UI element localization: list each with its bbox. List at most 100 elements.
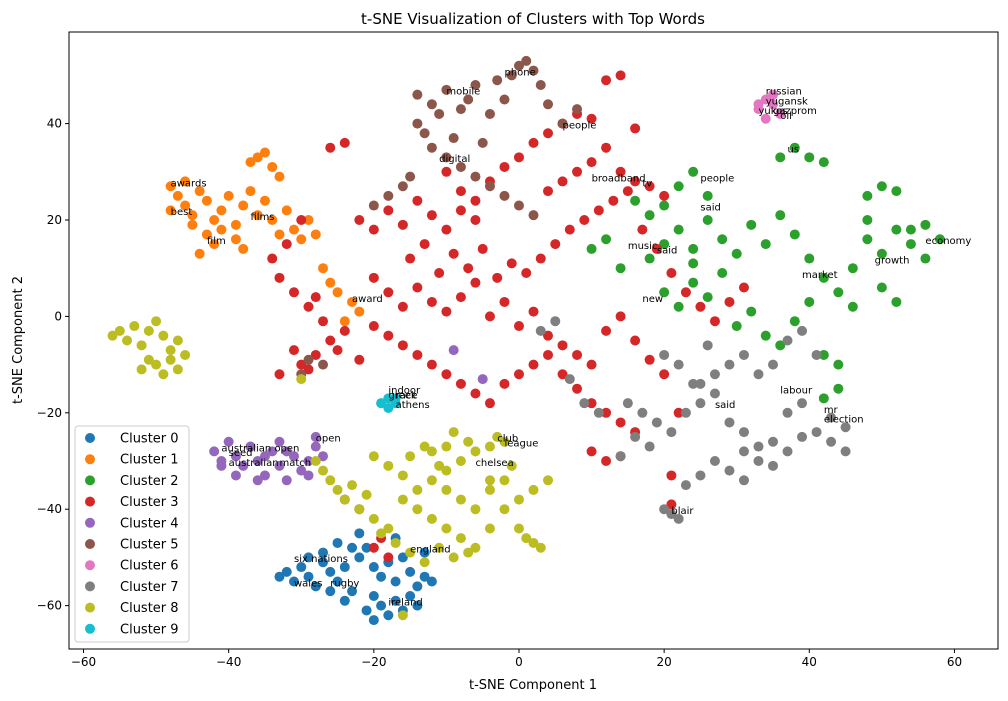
x-tick-label: 0 xyxy=(515,655,523,669)
cluster-7-point xyxy=(738,446,749,457)
legend-label: Cluster 3 xyxy=(120,495,179,510)
cluster-3-point xyxy=(397,219,408,230)
cluster-5-point xyxy=(412,89,423,100)
cluster-2-point xyxy=(862,234,873,245)
cluster-8-point xyxy=(513,494,524,505)
cluster-3-point xyxy=(274,369,285,380)
cluster-7-point xyxy=(782,335,793,346)
x-tick-label: 60 xyxy=(947,655,962,669)
word-annotation: club xyxy=(497,434,518,445)
cluster-3-point xyxy=(441,224,452,235)
cluster-7-point xyxy=(666,427,677,438)
cluster-7-point xyxy=(768,460,779,471)
cluster-8-point xyxy=(136,340,147,351)
cluster-8-point xyxy=(499,475,510,486)
cluster-3-point xyxy=(267,253,278,264)
word-annotation: blair xyxy=(671,506,694,517)
cluster-0-point xyxy=(347,542,358,553)
cluster-5-point xyxy=(506,70,517,81)
cluster-5-point xyxy=(455,104,466,115)
cluster-3-point xyxy=(484,311,495,322)
cluster-4-point xyxy=(252,456,263,467)
cluster-6-point xyxy=(775,108,786,119)
cluster-3-point xyxy=(659,369,670,380)
cluster-2-point xyxy=(818,157,829,168)
cluster-3-point xyxy=(564,224,575,235)
cluster-3-point xyxy=(695,301,706,312)
legend-label: Cluster 0 xyxy=(120,432,179,447)
cluster-8-point xyxy=(441,465,452,476)
word-annotation: match xyxy=(279,458,311,469)
cluster-5-point xyxy=(499,190,510,201)
cluster-2-point xyxy=(818,349,829,360)
cluster-3-point xyxy=(622,186,633,197)
cluster-2-point xyxy=(702,190,713,201)
cluster-8-point xyxy=(361,489,372,500)
cluster-7-point xyxy=(709,388,720,399)
cluster-2-point xyxy=(731,321,742,332)
cluster-8-point xyxy=(143,325,154,336)
word-annotation: people xyxy=(563,120,597,131)
cluster-8-point xyxy=(151,359,162,370)
cluster-3-point xyxy=(615,70,626,81)
cluster-3-point xyxy=(557,340,568,351)
cluster-7-point xyxy=(688,378,699,389)
word-annotation: chelsea xyxy=(475,458,513,469)
cluster-4-point xyxy=(296,465,307,476)
word-annotation: wales xyxy=(294,578,322,589)
cluster-8-point xyxy=(129,321,140,332)
cluster-7-point xyxy=(724,417,735,428)
cluster-1-point xyxy=(194,248,205,259)
cluster-0-point xyxy=(376,600,387,611)
cluster-7-point xyxy=(550,316,561,327)
word-annotation: race xyxy=(396,390,418,401)
cluster-3-point xyxy=(383,330,394,341)
legend-marker xyxy=(85,433,95,443)
cluster-1-point xyxy=(187,210,198,221)
word-annotation: oil xyxy=(780,111,792,122)
x-tick-label: 20 xyxy=(657,655,672,669)
cluster-4-point xyxy=(259,451,270,462)
cluster-1-point xyxy=(245,186,256,197)
cluster-8-point xyxy=(151,316,162,327)
cluster-0-point xyxy=(426,576,437,587)
cluster-3-point xyxy=(339,325,350,336)
cluster-8-point xyxy=(463,436,474,447)
cluster-3-point xyxy=(318,316,329,327)
cluster-2-point xyxy=(702,292,713,303)
cluster-3-point xyxy=(397,301,408,312)
cluster-5-point xyxy=(448,133,459,144)
cluster-0-point xyxy=(288,576,299,587)
cluster-3-point xyxy=(310,292,321,303)
cluster-7-point xyxy=(709,369,720,380)
cluster-8-point xyxy=(339,494,350,505)
cluster-2-point xyxy=(818,393,829,404)
cluster-3-point xyxy=(310,349,321,360)
cluster-3-point xyxy=(535,253,546,264)
cluster-7-point xyxy=(738,349,749,360)
cluster-0-point xyxy=(354,552,365,563)
word-annotation: labour xyxy=(780,386,813,397)
cluster-3-point xyxy=(470,195,481,206)
cluster-8-point xyxy=(383,523,394,534)
cluster-3-point xyxy=(513,321,524,332)
cluster-3-point xyxy=(274,272,285,283)
cluster-3-point xyxy=(368,272,379,283)
cluster-1-point xyxy=(230,234,241,245)
cluster-8-point xyxy=(412,484,423,495)
cluster-7-point xyxy=(680,480,691,491)
cluster-8-point xyxy=(332,484,343,495)
cluster-2-point xyxy=(659,200,670,211)
word-annotation: film xyxy=(207,236,226,247)
cluster-7-point xyxy=(680,407,691,418)
cluster-0-point xyxy=(296,562,307,573)
cluster-4-point xyxy=(259,470,270,481)
word-annotation: open xyxy=(316,434,341,445)
word-annotation: greek xyxy=(388,390,417,401)
cluster-8-point xyxy=(492,431,503,442)
cluster-1-point xyxy=(252,210,263,221)
cluster-9-point xyxy=(390,393,401,404)
legend-label: Cluster 2 xyxy=(120,474,179,489)
cluster-7-point xyxy=(797,431,808,442)
